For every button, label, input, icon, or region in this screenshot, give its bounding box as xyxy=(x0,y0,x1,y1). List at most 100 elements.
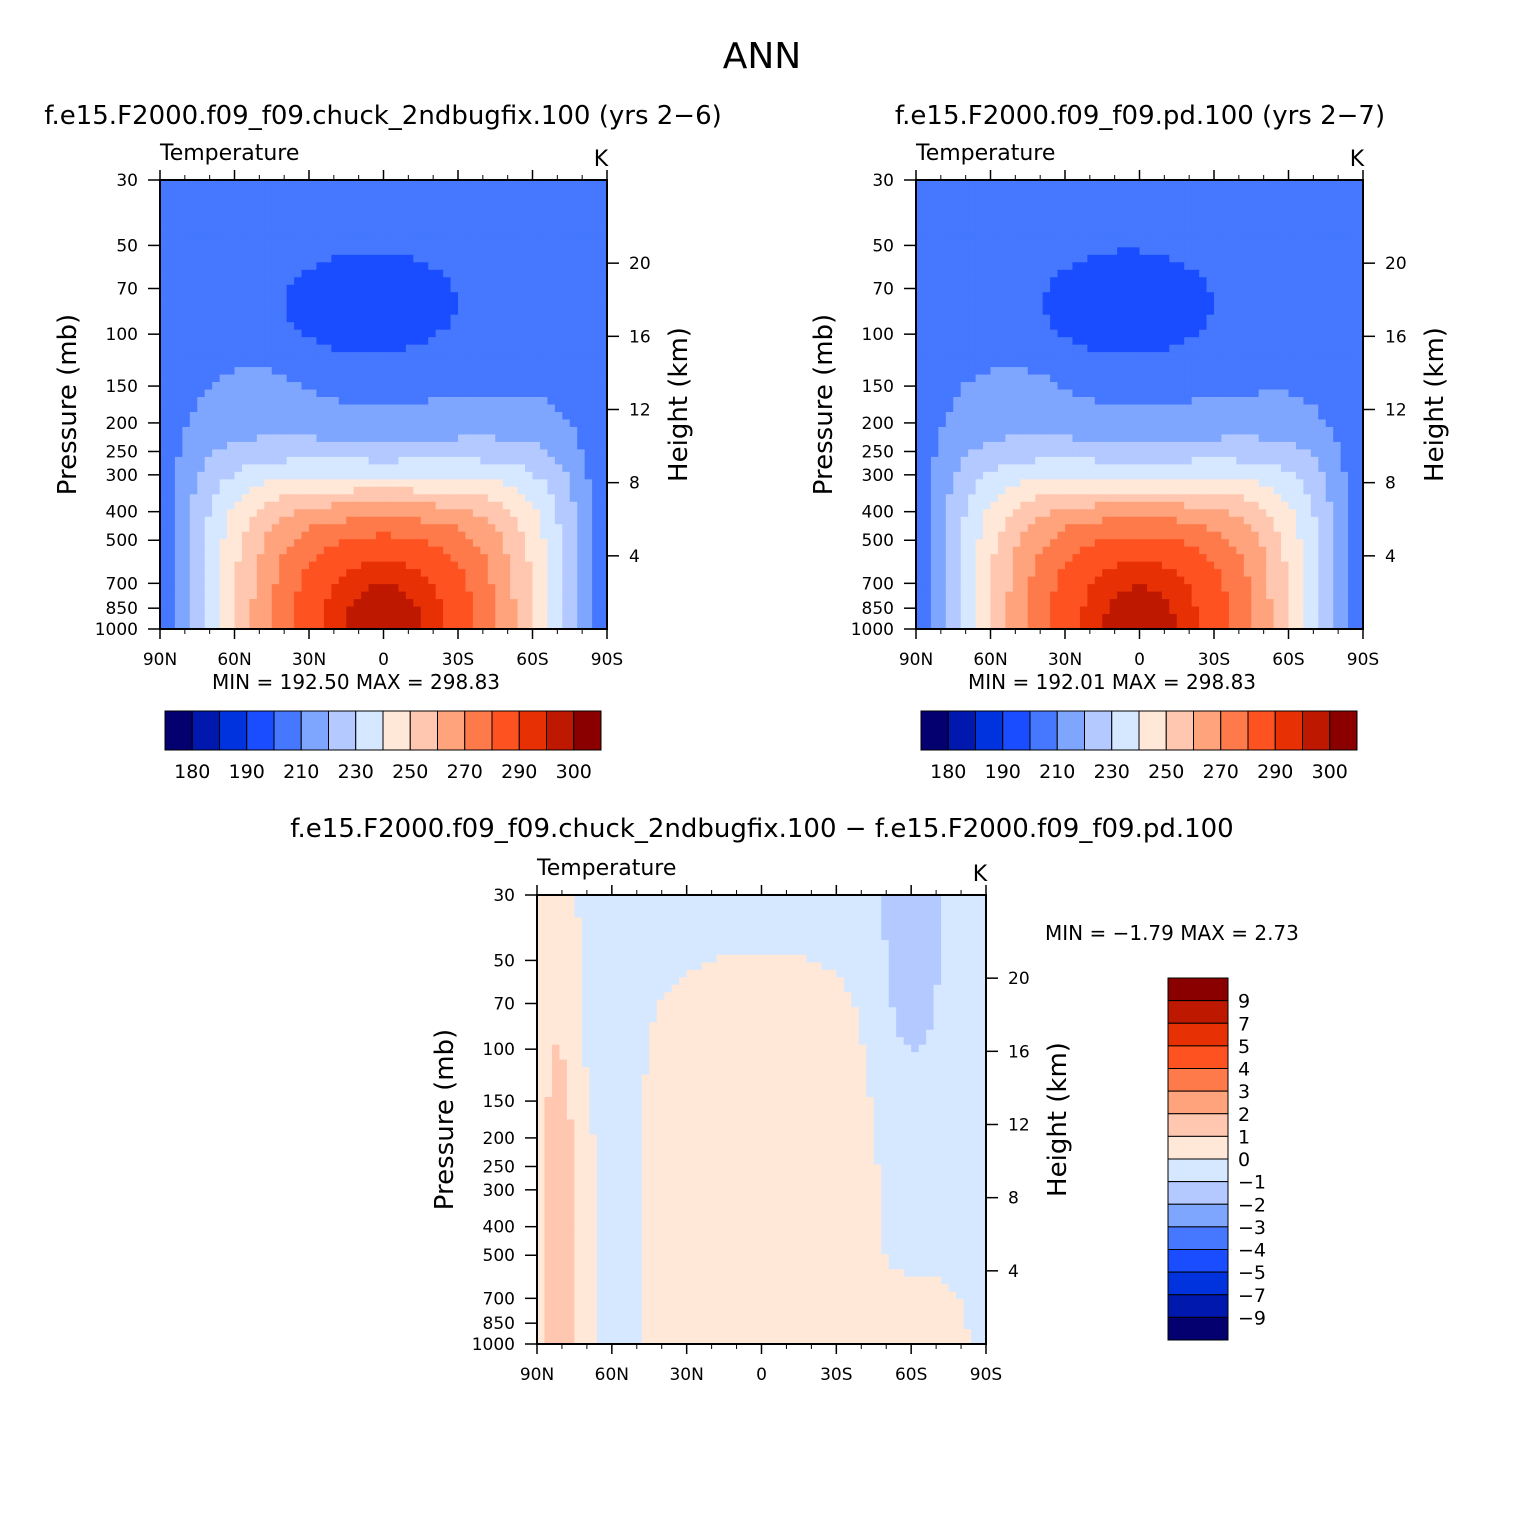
contour-cell xyxy=(197,441,206,450)
contour-cell xyxy=(189,299,198,308)
contour-cell xyxy=(525,539,534,548)
contour-cell xyxy=(1132,322,1141,331)
contour-cell xyxy=(368,187,377,196)
contour-cell xyxy=(353,314,362,323)
contour-cell xyxy=(997,322,1006,331)
contour-cell xyxy=(1303,217,1312,226)
contour-cell xyxy=(487,344,496,353)
contour-cell xyxy=(554,591,563,600)
contour-cell xyxy=(472,299,481,308)
contour-cell xyxy=(1206,194,1215,204)
contour-cell xyxy=(435,419,444,428)
contour-cell xyxy=(953,292,962,301)
contour-cell xyxy=(554,314,563,323)
contour-cell xyxy=(960,322,969,331)
contour-cell xyxy=(323,352,332,361)
contour-cell xyxy=(577,329,586,338)
contour-cell xyxy=(189,501,198,510)
contour-cell xyxy=(197,419,206,428)
contour-cell xyxy=(279,501,288,510)
contour-cell xyxy=(495,262,504,271)
contour-cell xyxy=(510,299,519,308)
contour-cell xyxy=(1310,187,1319,196)
contour-cell xyxy=(174,232,183,241)
contour-cell xyxy=(1072,232,1081,241)
contour-cell xyxy=(554,509,563,518)
contour-cell xyxy=(1035,194,1044,204)
contour-cell xyxy=(960,217,969,226)
contour-cell xyxy=(1333,239,1342,248)
contour-cell xyxy=(413,501,422,510)
contour-cell xyxy=(376,367,385,376)
contour-cell xyxy=(234,367,243,376)
contour-cell xyxy=(525,404,534,413)
contour-cell xyxy=(331,314,340,323)
contour-cell xyxy=(189,441,198,450)
contour-cell xyxy=(547,247,556,256)
contour-cell xyxy=(301,329,310,338)
contour-cell xyxy=(182,441,191,450)
contour-cell xyxy=(1117,232,1126,241)
contour-cell xyxy=(458,262,467,271)
contour-cell xyxy=(1243,217,1252,226)
contour-cell xyxy=(264,576,273,585)
contour-cell xyxy=(323,411,332,421)
contour-cell xyxy=(502,232,511,241)
contour-cell xyxy=(1273,232,1282,241)
contour-cell xyxy=(383,277,392,286)
contour-cell xyxy=(227,456,236,465)
contour-cell xyxy=(1184,322,1193,331)
contour-cell xyxy=(562,501,571,510)
contour-cell xyxy=(584,576,593,585)
contour-cell xyxy=(182,501,191,510)
contour-cell xyxy=(204,247,213,256)
contour-cell xyxy=(390,456,399,465)
contour-cell xyxy=(316,389,325,398)
contour-cell xyxy=(316,509,325,518)
contour-cell xyxy=(383,209,392,219)
contour-cell xyxy=(361,232,370,241)
contour-cell xyxy=(562,554,571,563)
contour-cell xyxy=(539,232,548,241)
contour-cell xyxy=(383,449,392,458)
contour-cell xyxy=(279,419,288,428)
contour-cell xyxy=(390,314,399,323)
contour-cell xyxy=(1184,292,1193,301)
contour-cell xyxy=(1340,284,1349,293)
contour-cell xyxy=(338,576,347,585)
contour-cell xyxy=(502,621,511,630)
contour-cell xyxy=(953,224,962,233)
contour-cell xyxy=(390,299,399,308)
contour-cell xyxy=(1281,269,1290,278)
contour-cell xyxy=(212,486,221,495)
contour-cell xyxy=(428,576,437,585)
contour-cell xyxy=(197,554,206,563)
contour-cell xyxy=(1236,277,1245,286)
contour-cell xyxy=(450,239,459,248)
contour-cell xyxy=(443,516,452,525)
contour-cell xyxy=(1109,194,1118,204)
contour-cell xyxy=(443,404,452,413)
contour-cell xyxy=(592,501,601,510)
contour-cell xyxy=(271,591,280,600)
contour-cell xyxy=(554,441,563,450)
contour-cell xyxy=(916,269,925,278)
contour-cell xyxy=(420,441,429,450)
contour-cell xyxy=(562,486,571,495)
contour-cell xyxy=(182,411,191,421)
contour-cell xyxy=(1020,254,1029,263)
contour-cell xyxy=(241,374,250,383)
contour-cell xyxy=(167,434,176,443)
contour-cell xyxy=(279,404,288,413)
contour-cell xyxy=(599,202,608,211)
contour-cell xyxy=(309,224,318,233)
contour-cell xyxy=(1065,247,1074,256)
contour-cell xyxy=(569,411,578,421)
contour-cell xyxy=(182,531,191,540)
contour-cell xyxy=(1199,284,1208,293)
contour-cell xyxy=(1191,224,1200,233)
contour-cell xyxy=(1243,262,1252,271)
contour-cell xyxy=(599,262,608,271)
contour-cell xyxy=(405,434,414,443)
contour-cell xyxy=(968,232,977,241)
